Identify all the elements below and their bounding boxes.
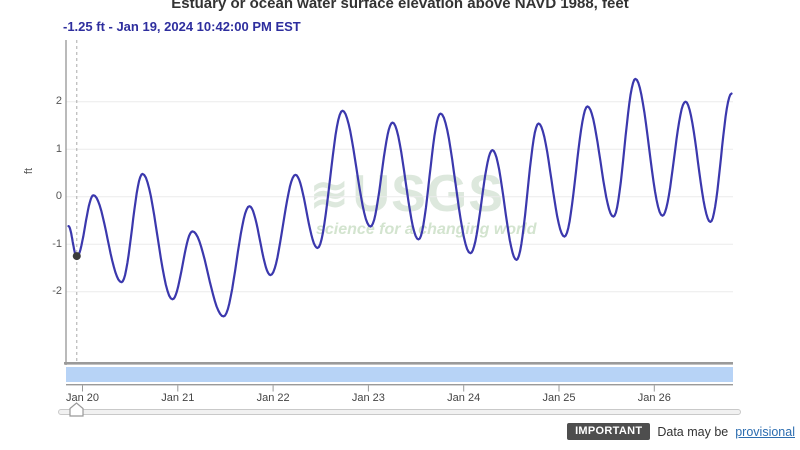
chart-title: Estuary or ocean water surface elevation…	[171, 0, 629, 12]
x-axis-line	[64, 362, 733, 365]
selected-point-marker[interactable]	[72, 252, 81, 261]
provisional-link[interactable]: provisional	[735, 424, 795, 439]
water-level-curve	[67, 77, 733, 318]
y-axis-line	[65, 40, 67, 365]
time-range-brush[interactable]	[66, 367, 733, 382]
brush-axis-line	[66, 384, 733, 386]
important-badge: IMPORTANT	[567, 423, 651, 440]
pan-slider-track[interactable]	[58, 409, 741, 415]
tooltip-readout: -1.25 ft - Jan 19, 2024 10:42:00 PM EST	[63, 19, 301, 34]
footer-note: IMPORTANT Data may be provisional	[567, 423, 795, 440]
x-axis-ticks	[82, 385, 655, 392]
gridlines	[66, 101, 733, 293]
pan-slider-handle[interactable]	[69, 402, 84, 417]
footer-text: Data may be	[657, 424, 729, 439]
